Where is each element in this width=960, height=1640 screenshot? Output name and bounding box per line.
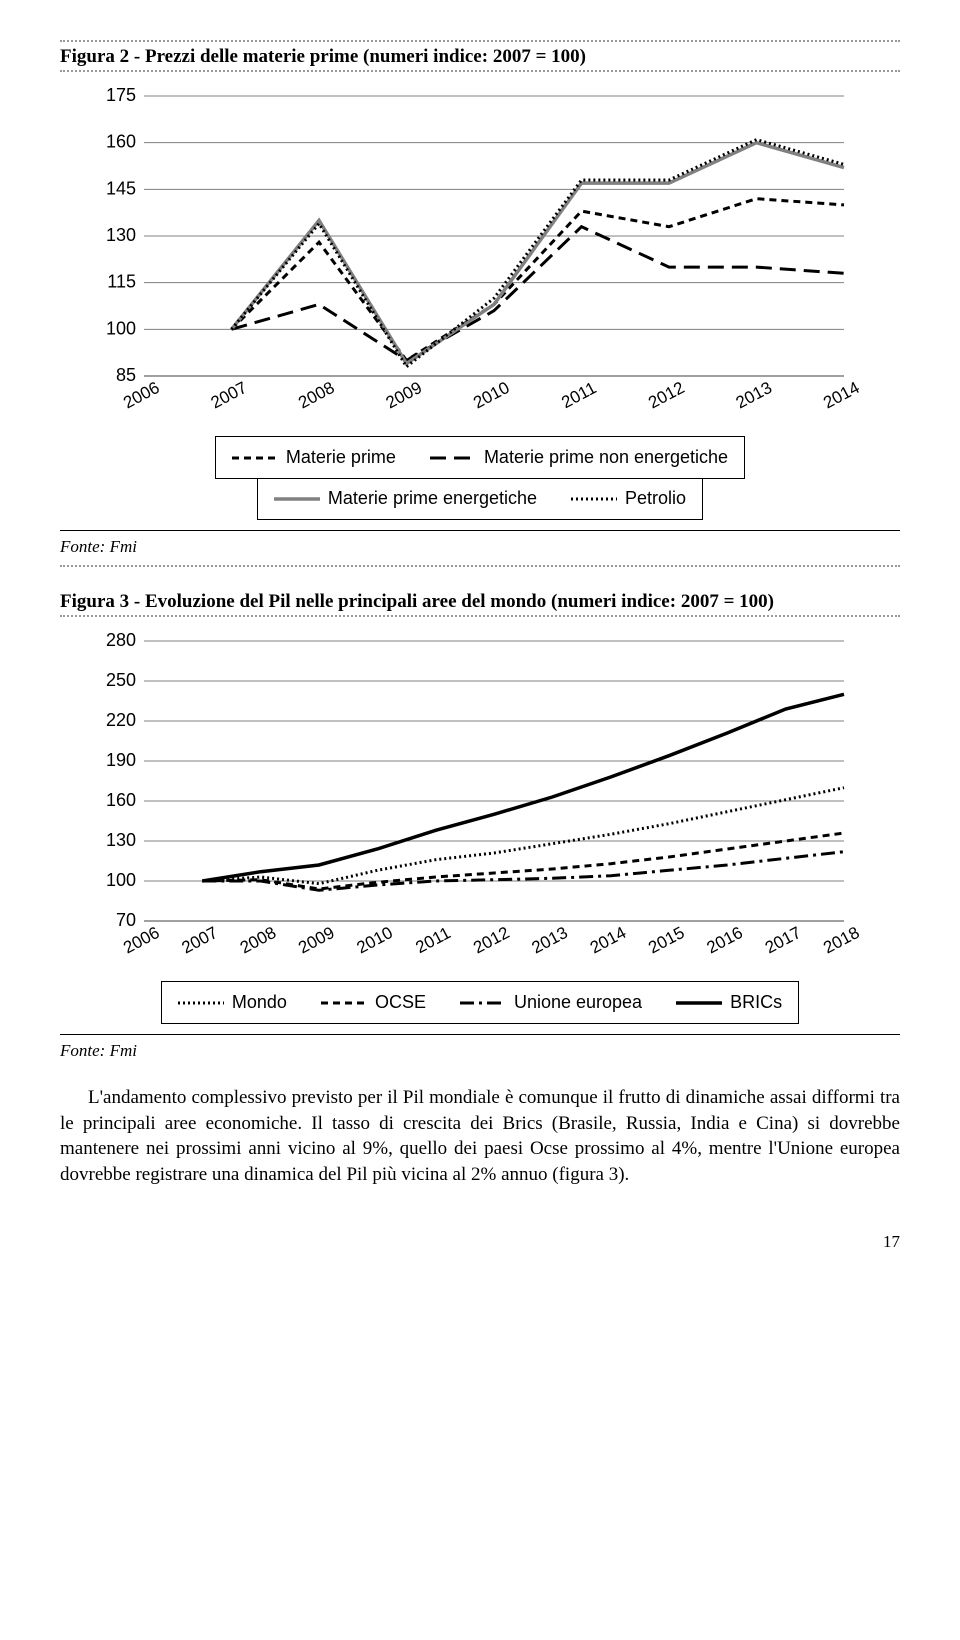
svg-text:145: 145 <box>106 178 136 198</box>
legend-item-petrolio: Petrolio <box>571 488 686 509</box>
svg-text:115: 115 <box>107 272 136 292</box>
svg-text:2018: 2018 <box>820 923 862 958</box>
legend-item-mondo: Mondo <box>178 992 287 1013</box>
separator-rule-2 <box>60 1034 900 1035</box>
figure2-legend: Materie prime Materie prime non energeti… <box>215 436 745 479</box>
legend-label: Petrolio <box>625 488 686 509</box>
svg-text:2009: 2009 <box>383 378 425 413</box>
figure3-chart: 7010013016019022025028020062007200820092… <box>100 631 900 961</box>
figure3-title: Figura 3 - Evoluzione del Pil nelle prin… <box>60 581 900 613</box>
svg-text:2016: 2016 <box>704 923 746 958</box>
svg-text:130: 130 <box>106 830 136 850</box>
svg-text:250: 250 <box>106 670 136 690</box>
figure3-legend: Mondo OCSE Unione europea BRICs <box>161 981 799 1024</box>
svg-text:2007: 2007 <box>179 923 221 958</box>
figure2-chart: 8510011513014516017520062007200820092010… <box>100 86 900 416</box>
figure2-source: Fonte: Fmi <box>60 537 900 557</box>
svg-text:2009: 2009 <box>295 923 337 958</box>
page-number: 17 <box>60 1232 900 1252</box>
figure2-bottom-dotted <box>60 565 900 567</box>
svg-text:2011: 2011 <box>412 923 453 957</box>
figure3-source: Fonte: Fmi <box>60 1041 900 1061</box>
svg-text:2007: 2007 <box>208 378 250 413</box>
svg-text:70: 70 <box>116 910 136 930</box>
svg-text:160: 160 <box>106 132 136 152</box>
legend-item-energetiche: Materie prime energetiche <box>274 488 537 509</box>
svg-text:280: 280 <box>106 631 136 650</box>
svg-text:2008: 2008 <box>237 923 279 958</box>
legend-label: Materie prime <box>286 447 396 468</box>
svg-text:2013: 2013 <box>529 923 571 958</box>
legend-label: Unione europea <box>514 992 642 1013</box>
svg-text:100: 100 <box>106 870 136 890</box>
legend-item-ocse: OCSE <box>321 992 426 1013</box>
legend-label: Materie prime non energetiche <box>484 447 728 468</box>
figure3-title-underline <box>60 615 900 617</box>
svg-text:2013: 2013 <box>733 378 775 413</box>
figure2-title-underline <box>60 70 900 72</box>
legend-item-materie-prime: Materie prime <box>232 447 396 468</box>
svg-text:175: 175 <box>106 86 136 105</box>
svg-text:2017: 2017 <box>762 923 804 958</box>
svg-text:2015: 2015 <box>645 923 687 958</box>
svg-text:190: 190 <box>106 750 136 770</box>
svg-text:2008: 2008 <box>295 378 337 413</box>
legend-item-brics: BRICs <box>676 992 782 1013</box>
separator-rule <box>60 530 900 531</box>
figure2-legend-row2: Materie prime energetiche Petrolio <box>257 478 703 520</box>
svg-text:2010: 2010 <box>470 378 512 413</box>
svg-text:2012: 2012 <box>645 378 687 413</box>
svg-text:2010: 2010 <box>354 923 396 958</box>
legend-label: BRICs <box>730 992 782 1013</box>
svg-text:100: 100 <box>106 318 136 338</box>
svg-text:2014: 2014 <box>587 923 629 958</box>
svg-text:2012: 2012 <box>470 923 512 958</box>
svg-text:160: 160 <box>106 790 136 810</box>
legend-label: OCSE <box>375 992 426 1013</box>
legend-label: Materie prime energetiche <box>328 488 537 509</box>
svg-text:2014: 2014 <box>820 378 862 413</box>
svg-text:2011: 2011 <box>558 378 599 412</box>
svg-text:220: 220 <box>106 710 136 730</box>
body-paragraph: L'andamento complessivo previsto per il … <box>60 1085 900 1188</box>
figure2-title: Figura 2 - Prezzi delle materie prime (n… <box>60 40 900 68</box>
svg-text:85: 85 <box>116 365 136 385</box>
svg-text:130: 130 <box>106 225 136 245</box>
legend-label: Mondo <box>232 992 287 1013</box>
legend-item-non-energetiche: Materie prime non energetiche <box>430 447 728 468</box>
legend-item-ue: Unione europea <box>460 992 642 1013</box>
